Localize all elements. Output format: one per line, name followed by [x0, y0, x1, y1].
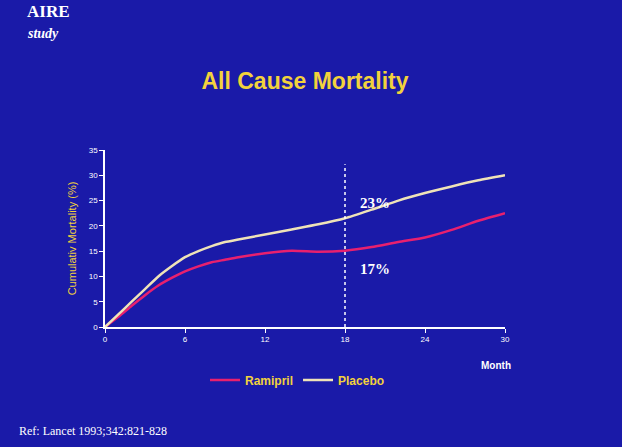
svg-text:30: 30 [501, 335, 510, 344]
svg-text:18: 18 [341, 335, 350, 344]
svg-text:35: 35 [89, 146, 98, 155]
svg-text:0: 0 [93, 323, 98, 332]
svg-text:12: 12 [261, 335, 270, 344]
svg-text:6: 6 [183, 335, 188, 344]
svg-text:5: 5 [93, 298, 98, 307]
svg-text:Placebo: Placebo [338, 374, 384, 388]
svg-text:10: 10 [89, 272, 98, 281]
svg-text:All Cause Mortality: All Cause Mortality [201, 68, 408, 94]
svg-text:Ref: Lancet 1993;342:821-828: Ref: Lancet 1993;342:821-828 [19, 424, 167, 438]
svg-text:23%: 23% [360, 195, 390, 211]
svg-text:Cumulativ Mortality (%): Cumulativ Mortality (%) [66, 182, 78, 296]
svg-text:Ramipril: Ramipril [245, 374, 293, 388]
svg-text:24: 24 [421, 335, 430, 344]
svg-text:0: 0 [103, 335, 108, 344]
svg-text:study: study [27, 26, 59, 41]
svg-text:17%: 17% [360, 261, 390, 277]
svg-text:25: 25 [89, 196, 98, 205]
svg-text:30: 30 [89, 171, 98, 180]
svg-text:Month: Month [481, 360, 511, 371]
svg-text:AIRE: AIRE [27, 2, 70, 21]
svg-text:15: 15 [89, 247, 98, 256]
svg-text:20: 20 [89, 222, 98, 231]
